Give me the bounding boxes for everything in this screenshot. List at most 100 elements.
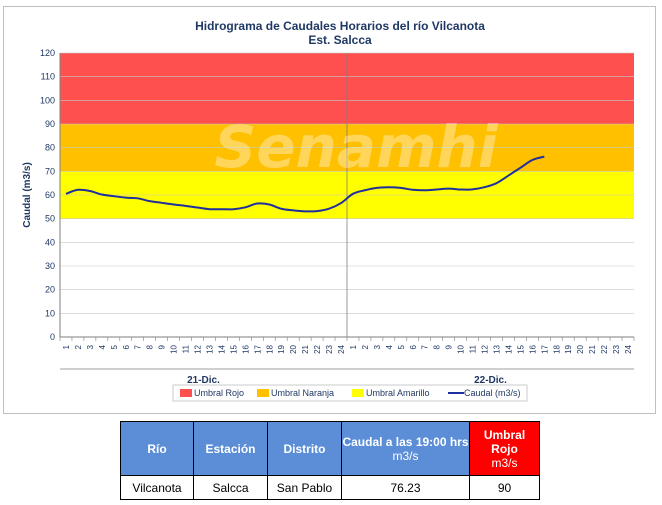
header-umbral-label: Umbral Rojo [483, 427, 526, 456]
y-tick-label-3: 30 [45, 261, 55, 271]
x-tick-label-47: 24 [624, 344, 633, 353]
header-caudal-unit: m3/s [392, 448, 419, 463]
y-tick-label-5: 50 [45, 214, 55, 224]
x-tick-label-35: 12 [481, 344, 490, 353]
header-caudal-label: Caudal a las 19:00 hrs [342, 434, 469, 449]
x-tick-label-17: 18 [265, 344, 274, 353]
y-tick-label-10: 100 [40, 95, 55, 105]
x-tick-label-24: 1 [349, 344, 358, 349]
cell-distrito: San Pablo [267, 475, 342, 500]
series [65, 155, 545, 213]
x-tick-label-33: 10 [457, 344, 466, 353]
x-tick-label-21: 22 [313, 344, 322, 353]
watermark-text: Senamhi [214, 113, 498, 181]
legend-label-1: Umbral Naranja [271, 388, 334, 398]
x-tick-label-37: 14 [504, 344, 513, 353]
legend-swatch-2 [352, 389, 364, 397]
x-tick-label-29: 6 [409, 344, 418, 349]
chart-title: Hidrograma de Caudales Horarios del río … [195, 19, 485, 33]
group-label-1: 22-Dic. [474, 375, 507, 386]
cell-estacion: Salcca [193, 475, 268, 500]
legend-swatch-0 [180, 389, 192, 397]
series-line-0 [65, 155, 545, 213]
y-axis-label: Caudal (m3/s) [22, 162, 33, 228]
header-caudal: Caudal a las 19:00 hrs m3/s [341, 421, 470, 476]
header-umbral-unit: m3/s [491, 455, 518, 470]
x-tick-labels: 1 2 3 4 5 6 7 8 9 10 11 12 13 14 15 16 17 18 19 20 21 22 23 24 1… [62, 344, 633, 353]
watermark: Senamhi [214, 113, 498, 181]
y-tick-label-4: 40 [45, 237, 55, 247]
x-tick-label-25: 2 [361, 344, 370, 349]
x-tick-label-11: 12 [194, 344, 203, 353]
x-tick-label-39: 16 [528, 344, 537, 353]
table-row: Vilcanota Salcca San Pablo 76.23 90 [120, 475, 540, 500]
y-tick-label-7: 70 [45, 166, 55, 176]
table-header-row: Río Estación Distrito Caudal a las 19:00… [120, 421, 540, 476]
x-tick-label-22: 23 [325, 344, 334, 353]
y-tick-label-9: 90 [45, 119, 55, 129]
x-tick-label-10: 11 [182, 344, 191, 353]
x-tick-label-8: 9 [158, 344, 167, 349]
day-groups: 21-Dic. 22-Dic. [60, 368, 634, 386]
x-tick-label-2: 3 [86, 344, 95, 349]
x-tick-label-40: 17 [540, 344, 549, 353]
x-tick-label-13: 14 [217, 344, 226, 353]
gridlines [60, 52, 634, 338]
summary-table: Río Estación Distrito Caudal a las 19:00… [120, 421, 540, 500]
y-tick-label-1: 10 [45, 308, 55, 318]
header-umbral: Umbral Rojo m3/s [469, 421, 540, 476]
x-tick-label-28: 5 [397, 344, 406, 349]
header-distrito: Distrito [267, 421, 342, 476]
x-tick-label-19: 20 [289, 344, 298, 353]
legend: Umbral Rojo Umbral Naranja Umbral Amarillo… [172, 384, 528, 402]
x-tick-label-31: 8 [433, 344, 442, 349]
y-tick-label-2: 20 [45, 285, 55, 295]
x-tick-label-43: 20 [576, 344, 585, 353]
y-tick-label-8: 80 [45, 143, 55, 153]
x-tick-label-0: 1 [62, 344, 71, 349]
chart-subtitle: Est. Salcca [308, 33, 372, 47]
legend-label-2: Umbral Amarillo [366, 388, 430, 398]
x-tick-label-30: 7 [421, 344, 430, 349]
x-tick-label-16: 17 [253, 344, 262, 353]
x-tick-label-27: 4 [385, 344, 394, 349]
x-tick-label-18: 19 [277, 344, 286, 353]
x-tick-label-46: 23 [612, 344, 621, 353]
cell-rio: Vilcanota [120, 475, 194, 500]
legend-label-0: Umbral Rojo [194, 388, 244, 398]
x-tick-label-44: 21 [588, 344, 597, 353]
x-tick-label-5: 6 [122, 344, 131, 349]
y-tick-labels: 0 10 20 30 40 50 60 70 80 90 100 110 120 [40, 48, 55, 342]
x-tick-label-32: 9 [445, 344, 454, 349]
x-tick-label-12: 13 [205, 344, 214, 353]
header-estacion: Estación [193, 421, 268, 476]
x-tick-label-9: 10 [170, 344, 179, 353]
x-tick-label-36: 13 [492, 344, 501, 353]
x-tick-label-14: 15 [229, 344, 238, 353]
x-tick-label-45: 22 [600, 344, 609, 353]
x-tick-label-34: 11 [469, 344, 478, 353]
x-tick-label-15: 16 [241, 344, 250, 353]
cell-caudal: 76.23 [341, 475, 470, 500]
x-tick-label-3: 4 [98, 344, 107, 349]
chart-frame: Hidrograma de Caudales Horarios del río … [3, 6, 656, 414]
y-tick-label-11: 110 [41, 72, 55, 82]
x-tick-label-6: 7 [134, 344, 143, 349]
x-tick-label-42: 19 [564, 344, 573, 353]
y-tick-label-6: 60 [45, 190, 55, 200]
x-tick-label-23: 24 [337, 344, 346, 353]
cell-umbral: 90 [469, 475, 540, 500]
x-tick-label-38: 15 [516, 344, 525, 353]
x-tick-label-20: 21 [301, 344, 310, 353]
y-tick-label-12: 120 [40, 48, 55, 58]
hydrograph-chart: Hidrograma de Caudales Horarios del río … [22, 19, 635, 402]
x-tick-label-26: 3 [373, 344, 382, 349]
x-tick-label-7: 8 [146, 344, 155, 349]
legend-swatch-1 [257, 389, 269, 397]
group-label-0: 21-Dic. [187, 375, 220, 386]
x-tick-label-41: 18 [552, 344, 561, 353]
legend-label-3: Caudal (m3/s) [464, 388, 521, 398]
x-tick-label-1: 2 [74, 344, 83, 349]
axes [59, 53, 635, 341]
header-rio: Río [120, 421, 194, 476]
